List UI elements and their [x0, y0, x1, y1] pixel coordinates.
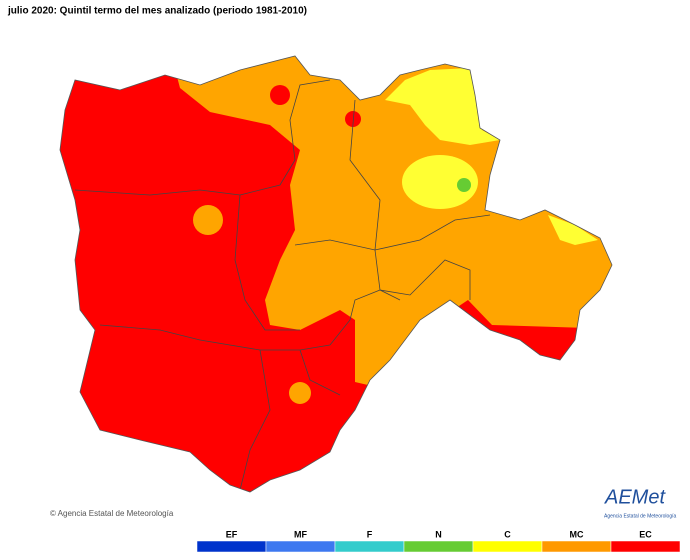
logo-subtitle: Agencia Estatal de Meteorología — [604, 513, 676, 519]
zone-ec — [345, 111, 361, 127]
zone-mc — [193, 205, 223, 235]
copyright: © Agencia Estatal de Meteorología — [50, 509, 174, 518]
zone-ec — [270, 85, 290, 105]
map-title: julio 2020: Quintil termo del mes analiz… — [7, 6, 307, 17]
legend-label: EC — [639, 529, 652, 539]
legend-swatch — [196, 540, 267, 553]
zone-c — [385, 68, 500, 145]
zone-mc — [289, 382, 311, 404]
legend-swatch — [334, 540, 405, 553]
legend-label: F — [367, 529, 373, 539]
legend-label: EF — [226, 529, 238, 539]
region-outline — [59, 55, 613, 493]
legend-swatch — [610, 540, 681, 553]
legend-label: MC — [570, 529, 584, 539]
legend-label: MF — [294, 529, 307, 539]
legend-swatch — [265, 540, 336, 553]
zone-c — [548, 215, 598, 245]
zone-c — [402, 155, 478, 209]
province-borders — [74, 79, 491, 491]
zone-n — [457, 178, 471, 192]
legend: EF MF F N C MC EC — [196, 529, 681, 553]
legend-swatch — [403, 540, 474, 553]
legend-swatch — [541, 540, 612, 553]
logo: AEMet — [604, 486, 666, 508]
legend-swatch — [472, 540, 543, 553]
legend-label: C — [504, 529, 511, 539]
legend-label: N — [435, 529, 442, 539]
